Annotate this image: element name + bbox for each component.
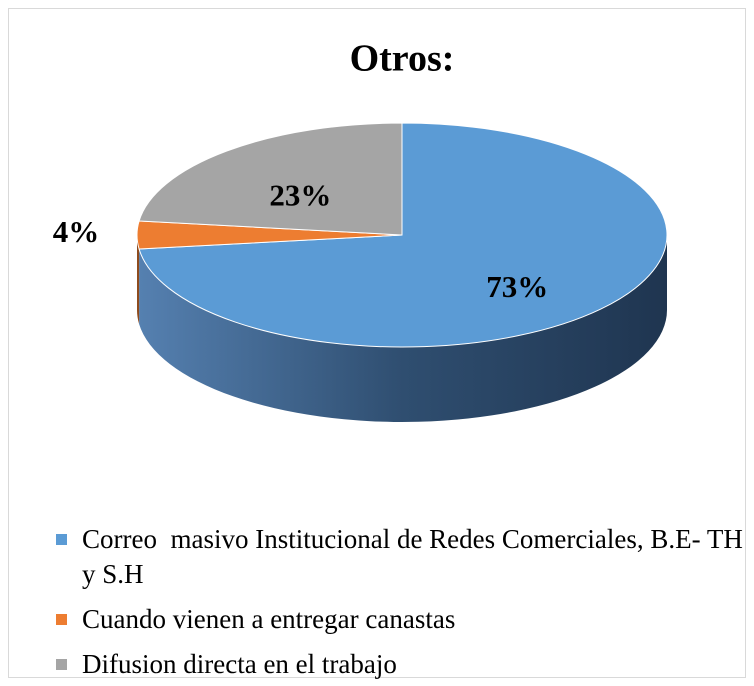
legend-swatch bbox=[56, 534, 67, 545]
data-label: 23% bbox=[269, 177, 331, 212]
chart-border bbox=[8, 8, 746, 678]
pie-side bbox=[139, 235, 667, 423]
pie-side bbox=[137, 235, 140, 325]
legend-item: Cuando vienen a entregar canastas bbox=[52, 602, 752, 637]
legend-item: Difusion directa en el trabajo bbox=[52, 647, 752, 682]
legend-label: Correo masivo Institucional de Redes Com… bbox=[82, 524, 750, 589]
legend-swatch bbox=[56, 614, 67, 625]
legend-label: Difusion directa en el trabajo bbox=[82, 649, 397, 679]
pie-slice bbox=[138, 122, 403, 236]
data-label: 73% bbox=[486, 269, 548, 304]
legend-swatch bbox=[56, 659, 67, 670]
pie-slice bbox=[138, 122, 668, 348]
data-label: 4% bbox=[53, 214, 100, 249]
legend: Correo masivo Institucional de Redes Com… bbox=[52, 522, 752, 686]
legend-item: Correo masivo Institucional de Redes Com… bbox=[52, 522, 752, 592]
legend-label: Cuando vienen a entregar canastas bbox=[82, 604, 456, 634]
chart-title: Otros: bbox=[350, 38, 455, 80]
